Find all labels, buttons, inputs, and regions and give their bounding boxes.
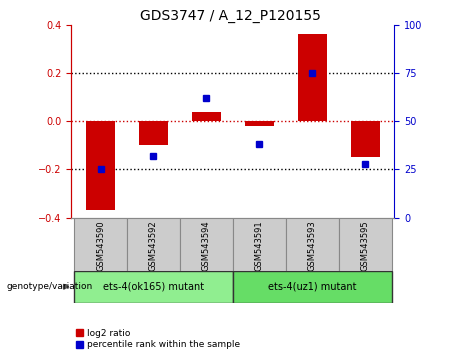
- Bar: [74, 218, 127, 271]
- Text: GSM543590: GSM543590: [96, 220, 105, 271]
- Bar: [233, 271, 391, 303]
- Bar: [339, 218, 391, 271]
- Bar: [127, 218, 180, 271]
- Text: ets-4(ok165) mutant: ets-4(ok165) mutant: [103, 282, 204, 292]
- Text: GSM543593: GSM543593: [307, 220, 317, 271]
- Text: GDS3747 / A_12_P120155: GDS3747 / A_12_P120155: [140, 9, 321, 23]
- Bar: [86, 121, 115, 211]
- Text: GSM543592: GSM543592: [149, 220, 158, 271]
- Bar: [286, 218, 339, 271]
- Text: ets-4(uz1) mutant: ets-4(uz1) mutant: [268, 282, 356, 292]
- Bar: [139, 121, 168, 145]
- Text: GSM543595: GSM543595: [361, 220, 370, 271]
- Bar: [192, 112, 221, 121]
- Text: GSM543591: GSM543591: [255, 220, 264, 271]
- Bar: [350, 121, 379, 158]
- Bar: [74, 271, 233, 303]
- Bar: [180, 218, 233, 271]
- Bar: [233, 218, 286, 271]
- Bar: [298, 34, 327, 121]
- Legend: log2 ratio, percentile rank within the sample: log2 ratio, percentile rank within the s…: [76, 329, 240, 349]
- Text: genotype/variation: genotype/variation: [7, 282, 93, 291]
- Text: GSM543594: GSM543594: [202, 220, 211, 271]
- Bar: [245, 121, 274, 126]
